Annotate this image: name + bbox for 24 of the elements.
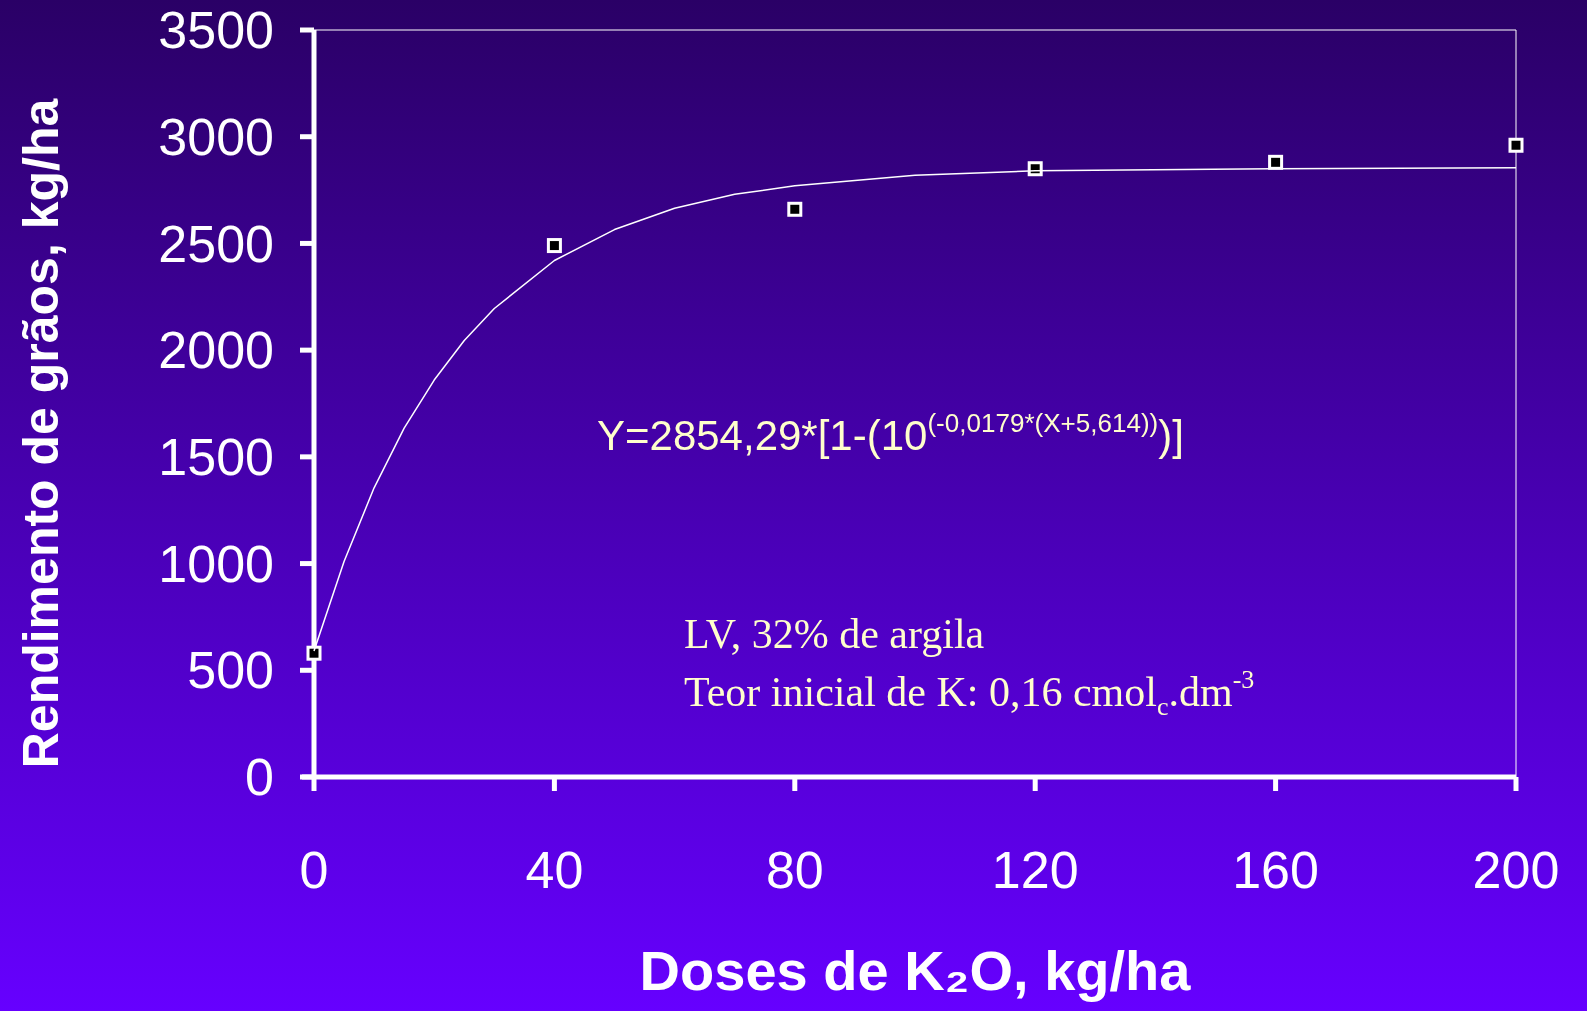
- y-tick-label: 3000: [158, 107, 274, 166]
- x-tick-label: 120: [991, 841, 1079, 899]
- x-tick-label: 200: [1472, 841, 1560, 899]
- y-tick-label: 2000: [158, 321, 274, 380]
- y-axis-title: Rendimento de grãos, kg/ha: [13, 97, 69, 769]
- point: [306, 645, 322, 661]
- point: [1268, 154, 1284, 170]
- y-tick-label: 1000: [158, 534, 274, 593]
- x-axis-title: Doses de K₂O, kg/ha: [639, 939, 1192, 1002]
- x-tick-label: 160: [1232, 841, 1319, 899]
- annotation: Y=2854,29*[1-(10$^{(-0,0179*(X+5,614))}$)]: [597, 407, 1184, 459]
- point: [787, 201, 803, 217]
- annotation: LV, 32% de argila: [684, 611, 985, 657]
- x-tick-label: 40: [525, 841, 584, 899]
- y-tick-label: 2500: [158, 214, 274, 273]
- y-tick-label: 500: [187, 641, 274, 700]
- y-tick-label: 3500: [158, 1, 274, 60]
- x-tick-label: 0: [299, 841, 329, 899]
- y-tick-label: 0: [245, 748, 274, 807]
- x-tick-label: 80: [765, 841, 824, 899]
- y-tick-label: 1500: [158, 428, 274, 487]
- annotation: Teor inicial de K: 0,16 cmol$_{c}$.dm$^{-3}$: [684, 664, 1255, 722]
- point: [546, 238, 562, 254]
- point: [1508, 137, 1524, 153]
